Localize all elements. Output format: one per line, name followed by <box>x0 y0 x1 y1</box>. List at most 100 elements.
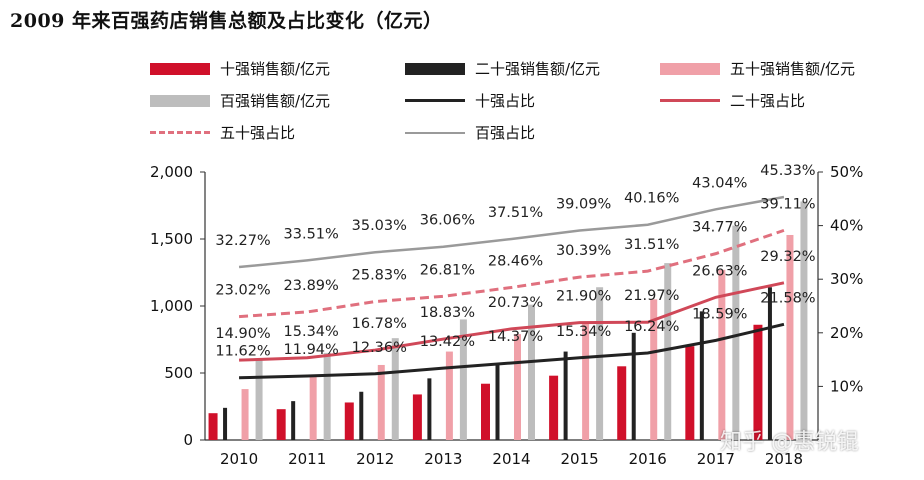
data-label: 40.16% <box>624 191 679 207</box>
legend-swatch <box>150 94 210 107</box>
bar <box>685 346 695 440</box>
data-label: 21.97% <box>624 288 679 304</box>
series-line <box>238 195 785 269</box>
bar <box>391 338 399 440</box>
data-label: 36.06% <box>420 213 475 229</box>
data-label: 11.62% <box>215 344 270 360</box>
legend-item-top20-share: 二十强占比 <box>660 90 805 111</box>
y-left-tick-label: 1,500 <box>150 230 193 248</box>
y-left-tick-label: 500 <box>164 364 193 382</box>
legend-label: 五十强销售额/亿元 <box>730 60 856 78</box>
legend-swatch <box>150 62 210 75</box>
bar <box>650 299 658 440</box>
bar <box>445 351 453 440</box>
data-label: 26.81% <box>420 262 475 278</box>
bar <box>732 225 740 440</box>
bar <box>309 377 317 440</box>
bar <box>664 263 672 440</box>
bar <box>291 401 296 440</box>
bar <box>582 323 590 440</box>
legend-swatch <box>405 62 465 75</box>
data-label: 43.04% <box>692 175 747 191</box>
legend-item-top100-sales: 百强销售额/亿元 <box>150 90 330 111</box>
legend-swatch <box>405 99 465 102</box>
x-tick-label: 2014 <box>492 450 530 468</box>
data-label: 15.34% <box>556 324 611 340</box>
legend-item-top50-sales: 五十强销售额/亿元 <box>660 58 855 79</box>
data-label: 32.27% <box>215 233 270 249</box>
y-left-tick-label: 2,000 <box>150 163 193 181</box>
y-right-tick-label: 20% <box>830 324 863 342</box>
watermark: 知乎 @惠锐锟 <box>720 430 859 455</box>
x-tick-label: 2017 <box>697 450 735 468</box>
bar <box>800 201 808 440</box>
data-label: 26.63% <box>692 263 747 279</box>
bar <box>359 391 364 440</box>
y-left-tick-label: 0 <box>183 431 193 449</box>
bar <box>377 364 385 440</box>
legend-swatch <box>405 131 465 134</box>
data-label: 12.36% <box>352 340 407 356</box>
series-line <box>238 228 785 319</box>
bar <box>255 359 263 440</box>
legend-swatch <box>660 62 720 75</box>
y-right-tick-label: 10% <box>830 377 863 395</box>
x-tick-label: 2011 <box>288 450 326 468</box>
bar <box>786 234 794 440</box>
bar <box>481 383 490 440</box>
data-label: 18.83% <box>420 305 475 321</box>
data-label: 18.59% <box>692 306 747 322</box>
data-label: 34.77% <box>692 220 747 236</box>
data-label: 16.24% <box>624 319 679 335</box>
data-label: 23.02% <box>215 283 270 299</box>
bar <box>767 287 772 440</box>
bar <box>208 413 218 440</box>
data-label: 30.39% <box>556 243 611 259</box>
bar <box>699 311 704 440</box>
bar <box>563 351 568 440</box>
data-label: 29.32% <box>760 249 815 265</box>
legend-item-top100-share: 百强占比 <box>405 122 535 143</box>
data-label: 14.90% <box>215 326 270 342</box>
bar <box>631 332 636 440</box>
data-label: 25.83% <box>352 268 407 284</box>
y-left-tick-label: 1,000 <box>150 297 193 315</box>
y-right-tick-label: 40% <box>830 217 863 235</box>
legend-item-top10-sales: 十强销售额/亿元 <box>150 58 330 79</box>
bar <box>223 407 228 440</box>
x-tick-label: 2016 <box>629 450 667 468</box>
data-label: 45.33% <box>760 163 815 179</box>
bar <box>459 319 467 440</box>
bar <box>412 394 422 440</box>
series-line <box>239 281 785 362</box>
bar <box>596 287 604 440</box>
x-tick-label: 2015 <box>561 450 599 468</box>
data-label: 21.58% <box>760 290 815 306</box>
legend-swatch <box>150 131 210 134</box>
y-right-tick-label: 30% <box>830 270 863 288</box>
data-label: 31.51% <box>624 237 679 253</box>
data-label: 14.37% <box>488 329 543 345</box>
data-label: 21.90% <box>556 289 611 305</box>
series-line <box>239 322 785 380</box>
y-right-tick-label: 50% <box>830 163 863 181</box>
data-label: 33.51% <box>284 226 339 242</box>
data-label: 15.34% <box>284 324 339 340</box>
bar <box>241 389 249 440</box>
data-label: 13.42% <box>420 334 475 350</box>
bar <box>528 304 535 440</box>
legend-item-top20-sales: 二十强销售额/亿元 <box>405 58 600 79</box>
bar <box>427 378 432 440</box>
legend-label: 五十强占比 <box>220 124 296 142</box>
x-tick-label: 2018 <box>765 450 803 468</box>
bar <box>514 334 521 440</box>
data-label: 23.89% <box>284 278 339 294</box>
legend-item-top50-share: 五十强占比 <box>150 122 295 143</box>
data-label: 11.94% <box>284 342 339 358</box>
legend-item-top10-share: 十强占比 <box>405 90 535 111</box>
bar <box>323 352 331 440</box>
bar <box>495 364 500 440</box>
chart-title: 2009 年来百强药店销售总额及占比变化（亿元） <box>10 10 443 32</box>
bar <box>617 366 627 440</box>
